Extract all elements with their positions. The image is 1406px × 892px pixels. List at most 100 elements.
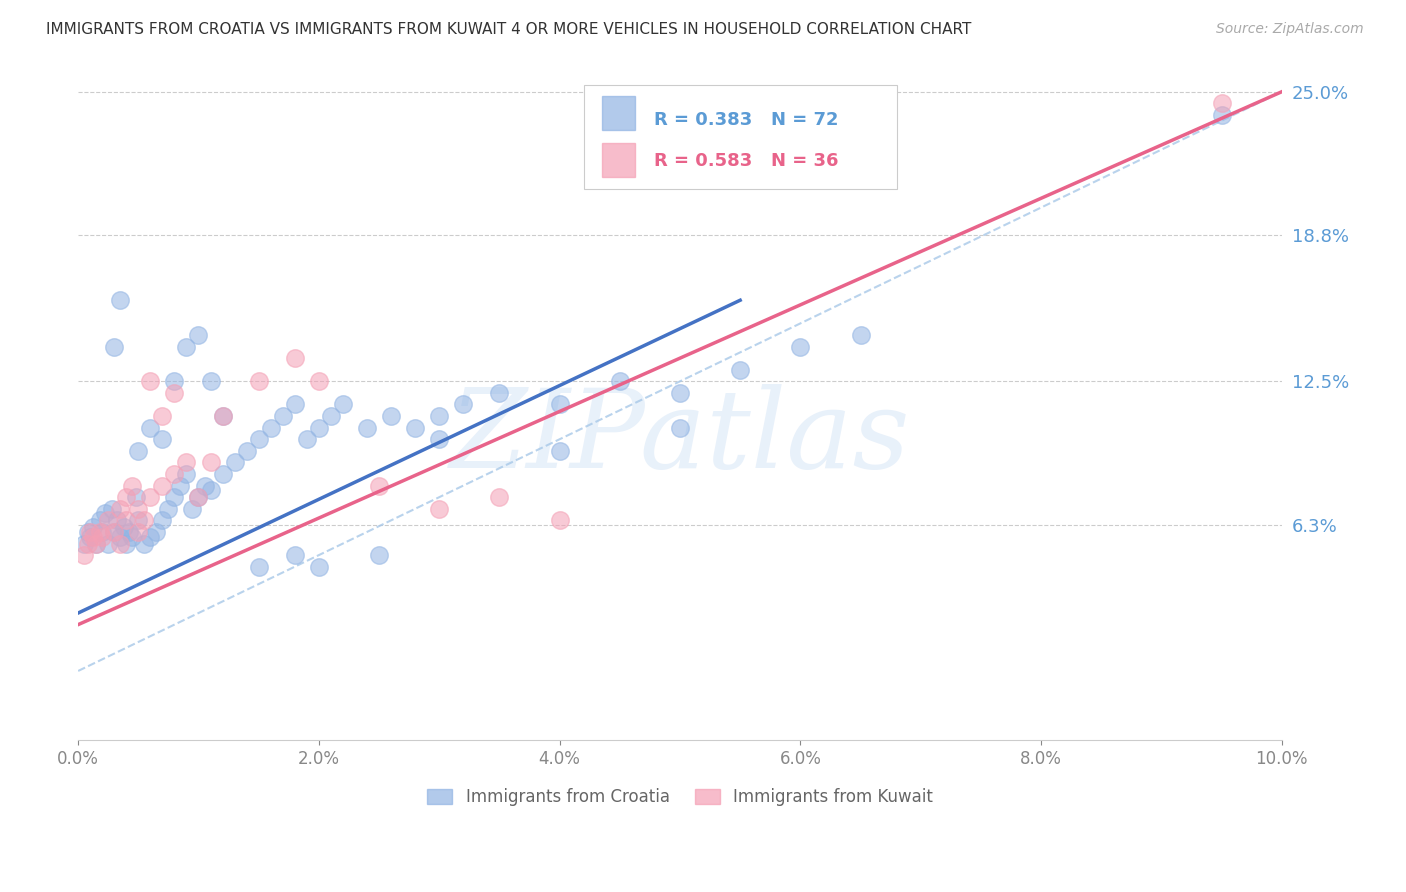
Bar — [602, 143, 636, 177]
Point — [101, 501, 124, 516]
Point — [110, 530, 132, 544]
Point — [110, 536, 132, 550]
Point — [89, 524, 111, 539]
Point — [260, 420, 283, 434]
Point — [118, 524, 141, 539]
Text: R = 0.583   N = 36: R = 0.583 N = 36 — [654, 153, 838, 170]
Point — [150, 478, 173, 492]
Point — [150, 432, 173, 446]
Point — [103, 340, 125, 354]
Point — [112, 520, 135, 534]
Point — [427, 409, 450, 423]
Point — [76, 524, 98, 539]
Point — [82, 520, 104, 534]
Point — [728, 363, 751, 377]
Point — [404, 420, 426, 434]
Point — [319, 409, 342, 423]
Point — [1211, 108, 1233, 122]
Point — [84, 536, 107, 550]
Point — [176, 340, 198, 354]
Point — [93, 507, 115, 521]
Point — [308, 420, 330, 434]
Point — [121, 530, 143, 544]
Point — [181, 501, 204, 516]
Point — [79, 530, 101, 544]
Point — [163, 374, 186, 388]
Point — [200, 374, 222, 388]
Point — [163, 385, 186, 400]
Point — [193, 478, 215, 492]
Point — [110, 501, 132, 516]
Point — [427, 432, 450, 446]
Point — [176, 467, 198, 481]
Point — [97, 513, 120, 527]
Point — [247, 432, 270, 446]
Point — [82, 530, 104, 544]
Point — [73, 536, 96, 550]
Point — [103, 524, 125, 539]
Point — [110, 293, 132, 308]
Point — [200, 483, 222, 498]
Point — [295, 432, 318, 446]
Point — [669, 420, 692, 434]
Bar — [602, 96, 636, 130]
Point — [609, 374, 631, 388]
Point — [139, 374, 162, 388]
Point — [488, 385, 510, 400]
FancyBboxPatch shape — [583, 86, 897, 189]
Point — [91, 530, 114, 544]
Point — [211, 409, 233, 423]
Text: IMMIGRANTS FROM CROATIA VS IMMIGRANTS FROM KUWAIT 4 OR MORE VEHICLES IN HOUSEHOL: IMMIGRANTS FROM CROATIA VS IMMIGRANTS FR… — [46, 22, 972, 37]
Text: ZIPatlas: ZIPatlas — [450, 384, 910, 491]
Point — [669, 385, 692, 400]
Point — [139, 490, 162, 504]
Point — [127, 524, 149, 539]
Point — [247, 374, 270, 388]
Point — [139, 530, 162, 544]
Point — [187, 490, 209, 504]
Point — [271, 409, 294, 423]
Point — [163, 490, 186, 504]
Point — [356, 420, 378, 434]
Point — [247, 559, 270, 574]
Point — [427, 501, 450, 516]
Point — [548, 397, 571, 411]
Point — [200, 455, 222, 469]
Point — [789, 340, 811, 354]
Point — [284, 397, 307, 411]
Point — [176, 455, 198, 469]
Point — [127, 501, 149, 516]
Point — [105, 513, 128, 527]
Point — [150, 513, 173, 527]
Point — [157, 501, 180, 516]
Point — [139, 420, 162, 434]
Point — [73, 548, 96, 562]
Point — [115, 536, 138, 550]
Point — [224, 455, 246, 469]
Point — [91, 524, 114, 539]
Point — [368, 548, 391, 562]
Point — [89, 513, 111, 527]
Point — [548, 513, 571, 527]
Legend: Immigrants from Croatia, Immigrants from Kuwait: Immigrants from Croatia, Immigrants from… — [420, 781, 939, 813]
Point — [548, 443, 571, 458]
Point — [134, 513, 156, 527]
Point — [380, 409, 402, 423]
Point — [368, 478, 391, 492]
Point — [84, 536, 107, 550]
Point — [169, 478, 191, 492]
Point — [453, 397, 475, 411]
Point — [115, 513, 138, 527]
Point — [125, 490, 148, 504]
Point — [284, 548, 307, 562]
Point — [488, 490, 510, 504]
Text: R = 0.383   N = 72: R = 0.383 N = 72 — [654, 111, 838, 128]
Point — [127, 513, 149, 527]
Point — [121, 478, 143, 492]
Point — [332, 397, 354, 411]
Point — [211, 467, 233, 481]
Point — [1211, 96, 1233, 111]
Point — [187, 490, 209, 504]
Point — [163, 467, 186, 481]
Point — [211, 409, 233, 423]
